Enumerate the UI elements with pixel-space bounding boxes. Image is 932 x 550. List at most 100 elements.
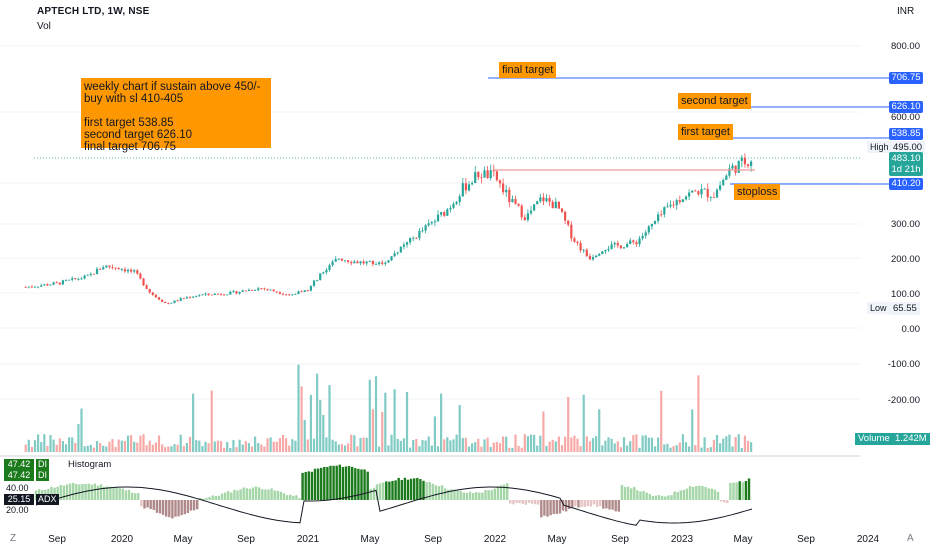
candle-body (489, 170, 492, 179)
volume-bar (173, 444, 176, 452)
histogram-bar (580, 500, 583, 507)
histogram-bar (518, 500, 521, 504)
candle-body (396, 252, 399, 254)
final-target-label[interactable]: final target (499, 62, 557, 78)
volume-bar (319, 399, 322, 452)
volume-bar (564, 436, 567, 452)
candle-body (278, 292, 282, 294)
histogram-bar (239, 489, 242, 500)
histogram-bar (174, 500, 177, 517)
candle-body (235, 291, 238, 294)
histogram-bar (682, 489, 686, 500)
volume-legend[interactable]: Vol (37, 21, 51, 32)
volume-bar (24, 444, 27, 452)
stoploss-label[interactable]: stoploss (734, 184, 781, 200)
volume-bar (55, 444, 58, 452)
analysis-note[interactable]: weekly chart if sustain above 450/- buy … (81, 78, 271, 153)
histogram-bar (251, 487, 255, 500)
di-minus-value: 47.42 (4, 470, 34, 481)
volume-bar (86, 445, 89, 452)
volume-bar (58, 438, 61, 452)
histogram-bar (363, 469, 366, 500)
volume-tag-label: Volume (855, 433, 893, 445)
volume-bar (486, 437, 489, 452)
volume-bar (638, 447, 641, 452)
candle-body (542, 197, 545, 202)
first-target-label[interactable]: first target (678, 124, 733, 140)
volume-bar (266, 438, 269, 452)
volume-bar (374, 376, 378, 452)
candle-body (486, 170, 489, 179)
auto-scale-icon[interactable]: A (907, 533, 914, 544)
histogram-bar (543, 500, 546, 516)
second-target-label[interactable]: second target (678, 93, 751, 109)
volume-bar (204, 441, 207, 452)
volume-bar (734, 436, 737, 452)
high-label: High (867, 141, 892, 153)
candle-body (743, 157, 747, 165)
candle-body (381, 262, 384, 264)
timezone-icon[interactable]: Z (10, 533, 17, 544)
histogram-bar (316, 468, 320, 500)
histogram-bar (75, 483, 78, 500)
volume-bar (294, 440, 297, 452)
histogram-bar (670, 495, 673, 500)
candle-body (164, 301, 167, 304)
candle-body (130, 269, 133, 272)
histogram-bar (124, 490, 128, 500)
histogram-bar (589, 500, 593, 507)
volume-bar (226, 441, 229, 452)
histogram-bar (152, 500, 155, 510)
histogram-bar (90, 484, 93, 500)
histogram-bar (282, 493, 286, 500)
candle-body (133, 270, 136, 272)
volume-bar (210, 390, 213, 452)
volume-bar (114, 446, 117, 452)
symbol-title[interactable]: APTECH LTD, 1W, NSE (37, 6, 150, 17)
candle-body (170, 302, 173, 304)
candle-body (591, 257, 595, 260)
histogram-bar (512, 500, 515, 505)
histogram-bar (254, 486, 258, 500)
last-price-tag: 483.10 1d 21h (889, 152, 923, 176)
volume-bar (167, 446, 170, 452)
candle-body (362, 261, 365, 264)
candle-body (635, 242, 638, 245)
candle-body (393, 253, 396, 257)
volume-bar (123, 441, 127, 452)
candle-body (579, 243, 582, 251)
candle-body (650, 223, 654, 227)
candle-body (703, 188, 706, 190)
histogram-bar (155, 500, 159, 513)
volume-bar (598, 409, 601, 452)
candle-body (424, 225, 427, 231)
candle-body (610, 244, 613, 249)
histogram-bar (661, 496, 664, 500)
histogram-bar (68, 483, 72, 500)
candle-body (179, 298, 182, 301)
volume-bar (387, 445, 390, 452)
price-tick: 100.00 (890, 289, 920, 300)
volume-bar (207, 443, 210, 452)
di-label-1: DI (36, 459, 49, 470)
candle-body (697, 191, 700, 195)
candle-body (325, 269, 328, 273)
candle-body (105, 265, 108, 268)
volume-bar (585, 436, 588, 452)
volume-bar (108, 441, 111, 452)
histogram-bar (394, 480, 397, 500)
histogram-bar (493, 488, 496, 500)
volume-bar (492, 442, 495, 452)
volume-bar (678, 442, 681, 452)
volume-bar (511, 447, 514, 452)
volume-bar (570, 437, 573, 452)
histogram-bar (667, 495, 670, 500)
volume-bar (244, 441, 247, 452)
histogram-bar (447, 489, 450, 500)
histogram-bar (592, 500, 596, 505)
histogram-bar (471, 493, 475, 500)
candle-body (464, 183, 468, 191)
histogram-bar (648, 493, 651, 500)
candle-body (536, 201, 539, 205)
